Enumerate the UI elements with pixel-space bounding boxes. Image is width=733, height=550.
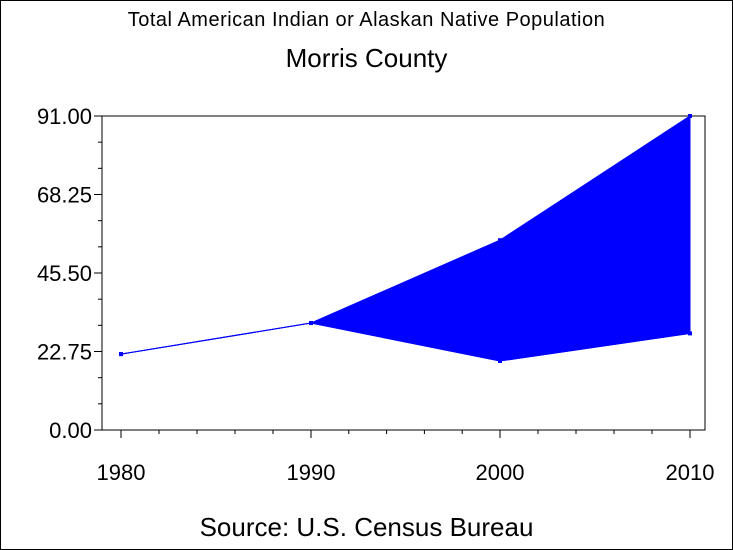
series-layer bbox=[119, 114, 692, 363]
x-axis: 1980 1990 2000 2010 bbox=[97, 430, 715, 485]
lower-point bbox=[309, 321, 313, 326]
y-tick-label: 22.75 bbox=[37, 340, 92, 365]
y-tick-label: 68.25 bbox=[37, 183, 92, 208]
chart-title: Total American Indian or Alaskan Native … bbox=[127, 9, 606, 31]
band-area bbox=[120, 115, 691, 362]
lower-point bbox=[688, 331, 692, 336]
chart-subtitle: Morris County bbox=[285, 43, 448, 73]
y-tick-label: 0.00 bbox=[49, 418, 92, 443]
y-tick-label: 91.00 bbox=[37, 104, 92, 129]
lower-line bbox=[120, 322, 691, 362]
lower-point bbox=[498, 358, 502, 363]
x-tick-label: 2010 bbox=[666, 460, 715, 485]
x-tick-label: 1980 bbox=[97, 460, 146, 485]
y-axis: 0.00 22.75 45.50 68.25 91.00 bbox=[37, 104, 102, 443]
x-tick-label: 2000 bbox=[476, 460, 525, 485]
lower-point bbox=[119, 352, 123, 357]
upper-point bbox=[688, 114, 692, 118]
source-note: Source: U.S. Census Bureau bbox=[199, 512, 534, 542]
y-tick-label: 45.50 bbox=[37, 261, 92, 286]
x-tick-label: 1990 bbox=[287, 460, 336, 485]
upper-point bbox=[498, 238, 502, 243]
